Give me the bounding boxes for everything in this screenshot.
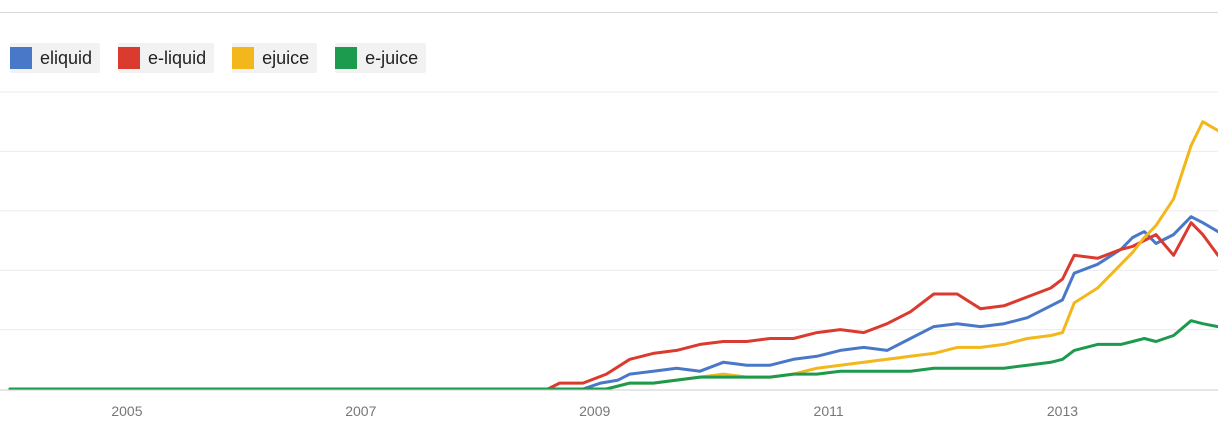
x-tick-label-2009: 2009 (579, 403, 610, 419)
chart-legend: eliquid e-liquid ejuice e-juice (10, 43, 427, 73)
x-tick-label-2013: 2013 (1047, 403, 1078, 419)
legend-swatch-e-juice (335, 47, 358, 69)
legend-swatch-eliquid (10, 47, 32, 69)
legend-item-e-juice[interactable]: e-juice (335, 43, 427, 73)
series-line-eliquid (8, 215, 1218, 391)
legend-label-e-juice: e-juice (365, 48, 419, 68)
x-axis-ticks: 2005 2007 2009 2011 2013 (111, 403, 1078, 419)
legend-item-ejuice[interactable]: ejuice (232, 43, 318, 73)
legend-label-e-liquid: e-liquid (148, 48, 207, 68)
series-line-e-juice (8, 319, 1218, 391)
legend-swatch-e-liquid (118, 47, 141, 69)
legend-label-eliquid: eliquid (40, 48, 93, 68)
series-line-ejuice (8, 120, 1218, 391)
legend-item-e-liquid[interactable]: e-liquid (118, 43, 215, 73)
x-tick-label-2011: 2011 (814, 403, 844, 419)
series-line-e-liquid (8, 221, 1218, 391)
legend-label-ejuice: ejuice (262, 48, 310, 68)
top-divider (0, 12, 1218, 13)
gridlines (0, 91, 1218, 331)
x-tick-label-2007: 2007 (345, 403, 376, 419)
legend-item-eliquid[interactable]: eliquid (10, 43, 101, 73)
legend-swatch-ejuice (232, 47, 255, 69)
x-tick-label-2005: 2005 (111, 403, 142, 419)
series-lines (8, 120, 1218, 391)
